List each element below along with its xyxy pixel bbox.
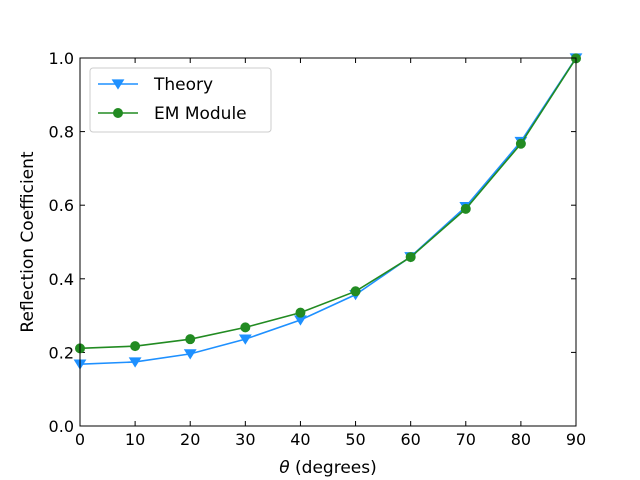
legend-label-theory: Theory	[153, 75, 213, 95]
legend-marker-em-module	[113, 108, 123, 118]
x-tick-label: 80	[511, 430, 531, 449]
y-axis-label: Reflection Coefficient	[18, 151, 38, 332]
x-tick-label: 50	[345, 430, 365, 449]
x-axis-ticks: 0 10 20 30 40 50 60 70 80 90	[75, 58, 586, 449]
y-tick-label: 0.0	[49, 417, 74, 436]
x-tick-label: 90	[566, 430, 586, 449]
legend-marker-theory	[111, 79, 125, 90]
series-line-em-module	[79, 57, 577, 350]
x-axis-label-symbol: θ	[279, 458, 290, 478]
x-tick-label: 60	[400, 430, 420, 449]
data-point-em-module	[185, 334, 196, 345]
x-tick-label: 40	[290, 430, 310, 449]
y-tick-label: 1.0	[49, 49, 74, 68]
legend-label-em-module: EM Module	[154, 104, 247, 124]
data-point-em-module	[350, 286, 361, 297]
x-tick-label: 30	[235, 430, 255, 449]
x-axis-label-text: (degrees)	[290, 458, 377, 478]
series-layer	[73, 53, 583, 370]
x-tick-label: 10	[125, 430, 145, 449]
plot-area-frame	[79, 57, 577, 427]
legend: Theory EM Module	[89, 67, 272, 133]
data-point-em-module	[460, 203, 471, 214]
y-tick-label: 0.2	[49, 343, 74, 362]
x-tick-label: 0	[75, 430, 85, 449]
x-tick-label: 70	[456, 430, 476, 449]
data-point-theory	[238, 334, 252, 345]
data-point-theory	[128, 357, 142, 368]
data-point-em-module	[515, 138, 526, 149]
data-point-em-module	[295, 307, 306, 318]
series-line-theory	[79, 57, 577, 365]
data-point-theory	[183, 349, 197, 360]
data-point-em-module	[130, 341, 141, 352]
x-tick-label: 20	[180, 430, 200, 449]
y-tick-label: 0.6	[49, 196, 74, 215]
y-tick-label: 0.4	[49, 270, 74, 289]
x-axis-label: θ (degrees)	[279, 458, 377, 478]
y-axis-ticks: 0.0 0.2 0.4 0.6 0.8 1.0	[49, 49, 576, 436]
data-point-em-module	[405, 252, 416, 263]
y-tick-label: 0.8	[49, 123, 74, 142]
data-point-em-module	[240, 322, 251, 333]
